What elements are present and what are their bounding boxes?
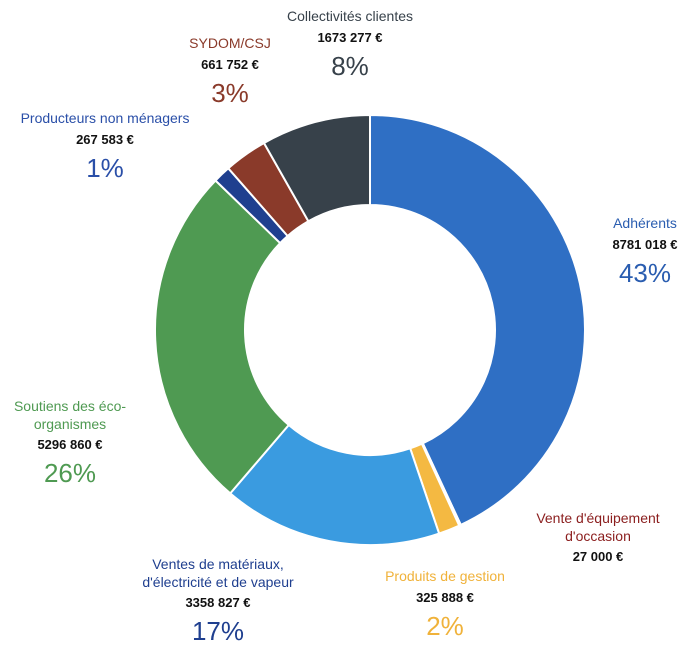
slice-label: Adhérents 8781 018 € 43% (585, 215, 690, 289)
donut-slice (262, 113, 371, 223)
donut-slice (228, 423, 441, 546)
slice-label: Soutiens des éco-organismes 5296 860 € 26% (5, 398, 135, 490)
percent-label: 2% (426, 610, 464, 641)
percent-label: 8% (331, 50, 369, 81)
category-name: SYDOM/CSJ (189, 35, 271, 51)
donut-slice (369, 113, 586, 527)
slice-label: Collectivités clientes 1673 277 € 8% (270, 8, 430, 82)
category-name: Vente d'équipement d'occasion (536, 510, 660, 544)
percent-label: 17% (191, 616, 245, 647)
category-name: Producteurs non ménagers (20, 110, 190, 126)
percent-label: 1% (86, 152, 124, 183)
slice-label: Produits de gestion 325 888 € 2% (370, 568, 520, 642)
amount-label: 1673 277 € (317, 29, 383, 45)
category-name: Ventes de matériaux, d'électricité et de… (142, 556, 294, 590)
category-name: Soutiens des éco-organismes (13, 398, 127, 432)
amount-label: 267 583 € (76, 131, 134, 147)
amount-label: 5296 860 € (37, 437, 103, 452)
slice-label: Vente d'équipement d'occasion 27 000 € (528, 510, 668, 565)
category-name: Collectivités clientes (286, 8, 414, 24)
slice-label: Producteurs non ménagers 267 583 € 1% (5, 110, 205, 184)
slice-label: Ventes de matériaux, d'électricité et de… (118, 556, 318, 648)
amount-label: 325 888 € (416, 589, 474, 605)
amount-label: 3358 827 € (185, 595, 251, 610)
amount-label: 27 000 € (572, 549, 624, 564)
percent-label: 26% (43, 458, 97, 489)
percent-label: 43% (618, 257, 672, 288)
percent-label: 3% (211, 77, 249, 108)
slice-label: SYDOM/CSJ 661 752 € 3% (175, 35, 285, 109)
amount-label: 8781 018 € (612, 236, 678, 252)
category-name: Produits de gestion (385, 568, 505, 584)
donut-slice (154, 179, 291, 495)
amount-label: 661 752 € (201, 56, 259, 72)
category-name: Adhérents (613, 215, 677, 231)
